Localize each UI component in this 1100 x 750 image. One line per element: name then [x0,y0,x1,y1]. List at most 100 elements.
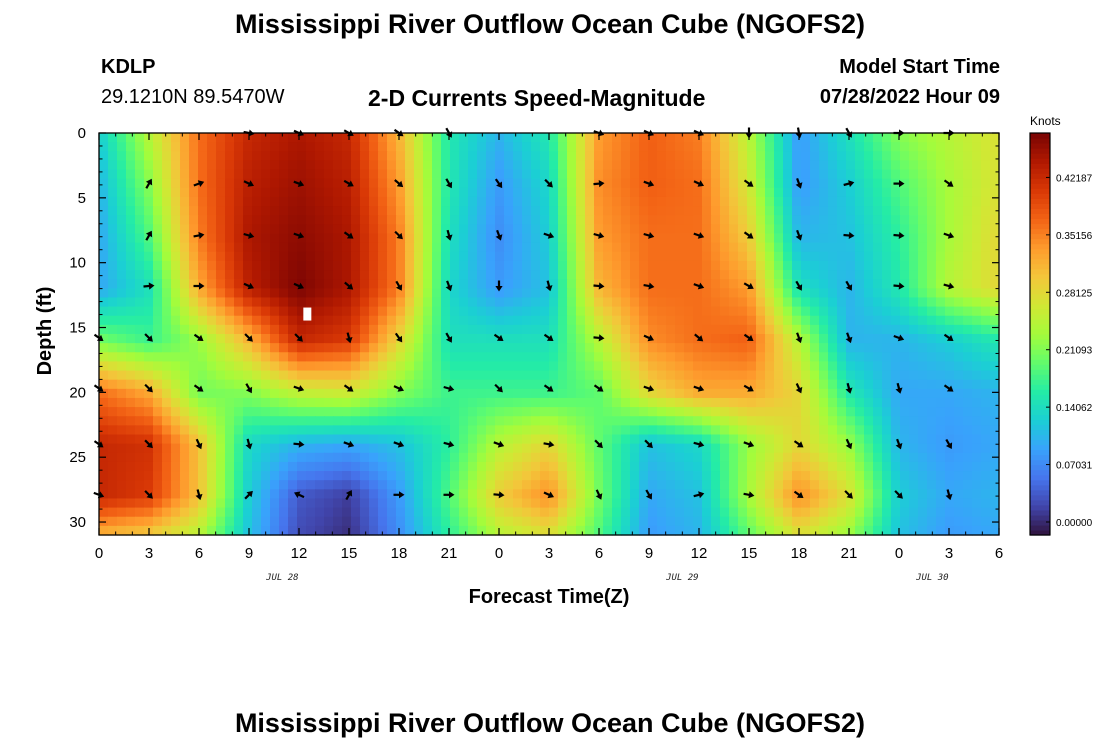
heatmap-cell [306,224,316,235]
heatmap-cell [918,525,928,536]
heatmap-cell [423,196,433,207]
heatmap-cell [585,452,595,463]
heatmap-cell [162,425,172,436]
heatmap-cell [738,206,748,216]
heatmap-cell [495,315,505,326]
heatmap-cell [135,370,145,381]
heatmap-cell [837,324,847,335]
heatmap-cell [333,461,343,472]
heatmap-cell [135,306,145,317]
heatmap-cell [828,260,838,271]
heatmap-cell [108,260,118,271]
heatmap-cell [432,206,442,216]
heatmap-cell [864,388,874,399]
heatmap-cell [729,507,739,518]
heatmap-cell [801,297,811,308]
heatmap-cell [675,160,685,171]
heatmap-cell [810,169,820,180]
heatmap-cell [585,480,595,490]
heatmap-cell [927,279,937,289]
heatmap-cell [648,343,658,353]
heatmap-cell [396,352,406,363]
heatmap-cell [549,443,559,454]
heatmap-cell [711,352,721,363]
heatmap-cell [270,169,280,180]
heatmap-cell [954,452,964,463]
heatmap-cell [963,361,973,372]
heatmap-cell [252,160,262,171]
heatmap-cell [171,507,181,518]
heatmap-cell [162,270,172,280]
heatmap-cell [198,480,208,490]
heatmap-cell [297,397,307,408]
current-arrow-head [746,232,754,239]
heatmap-cell [252,352,262,363]
heatmap-cell [360,388,370,399]
heatmap-cell [387,388,397,399]
current-arrow [893,231,905,239]
heatmap-cell [558,525,568,536]
heatmap-cell [477,288,487,299]
heatmap-cell [630,498,640,509]
heatmap-cell [963,388,973,399]
heatmap-cell [324,315,334,326]
heatmap-cell [486,270,496,280]
heatmap-cell [603,407,613,417]
heatmap-cell [531,443,541,454]
heatmap-cell [279,215,289,225]
heatmap-cell [648,416,658,426]
heatmap-cell [504,260,514,271]
heatmap-cell [558,379,568,390]
heatmap-cell [180,133,190,143]
heatmap-cell [441,224,451,235]
heatmap-cell [972,142,982,152]
heatmap-cell [918,315,928,326]
heatmap-cell [702,370,712,381]
heatmap-cell [954,260,964,271]
heatmap-cell [198,489,208,500]
heatmap-cell [702,489,712,500]
heatmap-cell [333,260,343,271]
heatmap-cell [918,279,928,289]
current-arrow [593,282,605,290]
heatmap-cell [342,133,352,143]
heatmap-cell [468,169,478,180]
heatmap-cell [396,480,406,490]
heatmap-cell [531,324,541,335]
heatmap-cell [306,416,316,426]
heatmap-cell [297,297,307,308]
heatmap-cell [522,306,532,317]
heatmap-cell [774,334,784,344]
heatmap-cell [567,233,577,244]
heatmap-cell [666,334,676,344]
heatmap-cell [468,498,478,509]
heatmap-cell [486,297,496,308]
heatmap-cell [270,434,280,445]
heatmap-cell [378,206,388,216]
heatmap-cell [216,434,226,445]
heatmap-cell [135,379,145,390]
heatmap-cell [135,260,145,271]
heatmap-cell [450,452,460,463]
heatmap-cell [369,489,379,500]
heatmap-cell [315,169,325,180]
heatmap-cell [513,206,523,216]
heatmap-cell [405,407,415,417]
heatmap-cell [378,178,388,189]
heatmap-cell [621,334,631,344]
heatmap-cell [135,507,145,518]
heatmap-cell [693,288,703,299]
heatmap-cell [801,242,811,253]
heatmap-cell [675,169,685,180]
heatmap-cell [900,452,910,463]
heatmap-cell [234,452,244,463]
heatmap-cell [189,242,199,253]
heatmap-cell [873,489,883,500]
heatmap-cell [270,425,280,436]
heatmap-cell [360,324,370,335]
heatmap-cell [288,388,298,399]
heatmap-cell [963,343,973,353]
heatmap-cell [396,297,406,308]
heatmap-cell [936,215,946,225]
heatmap-cell [450,334,460,344]
